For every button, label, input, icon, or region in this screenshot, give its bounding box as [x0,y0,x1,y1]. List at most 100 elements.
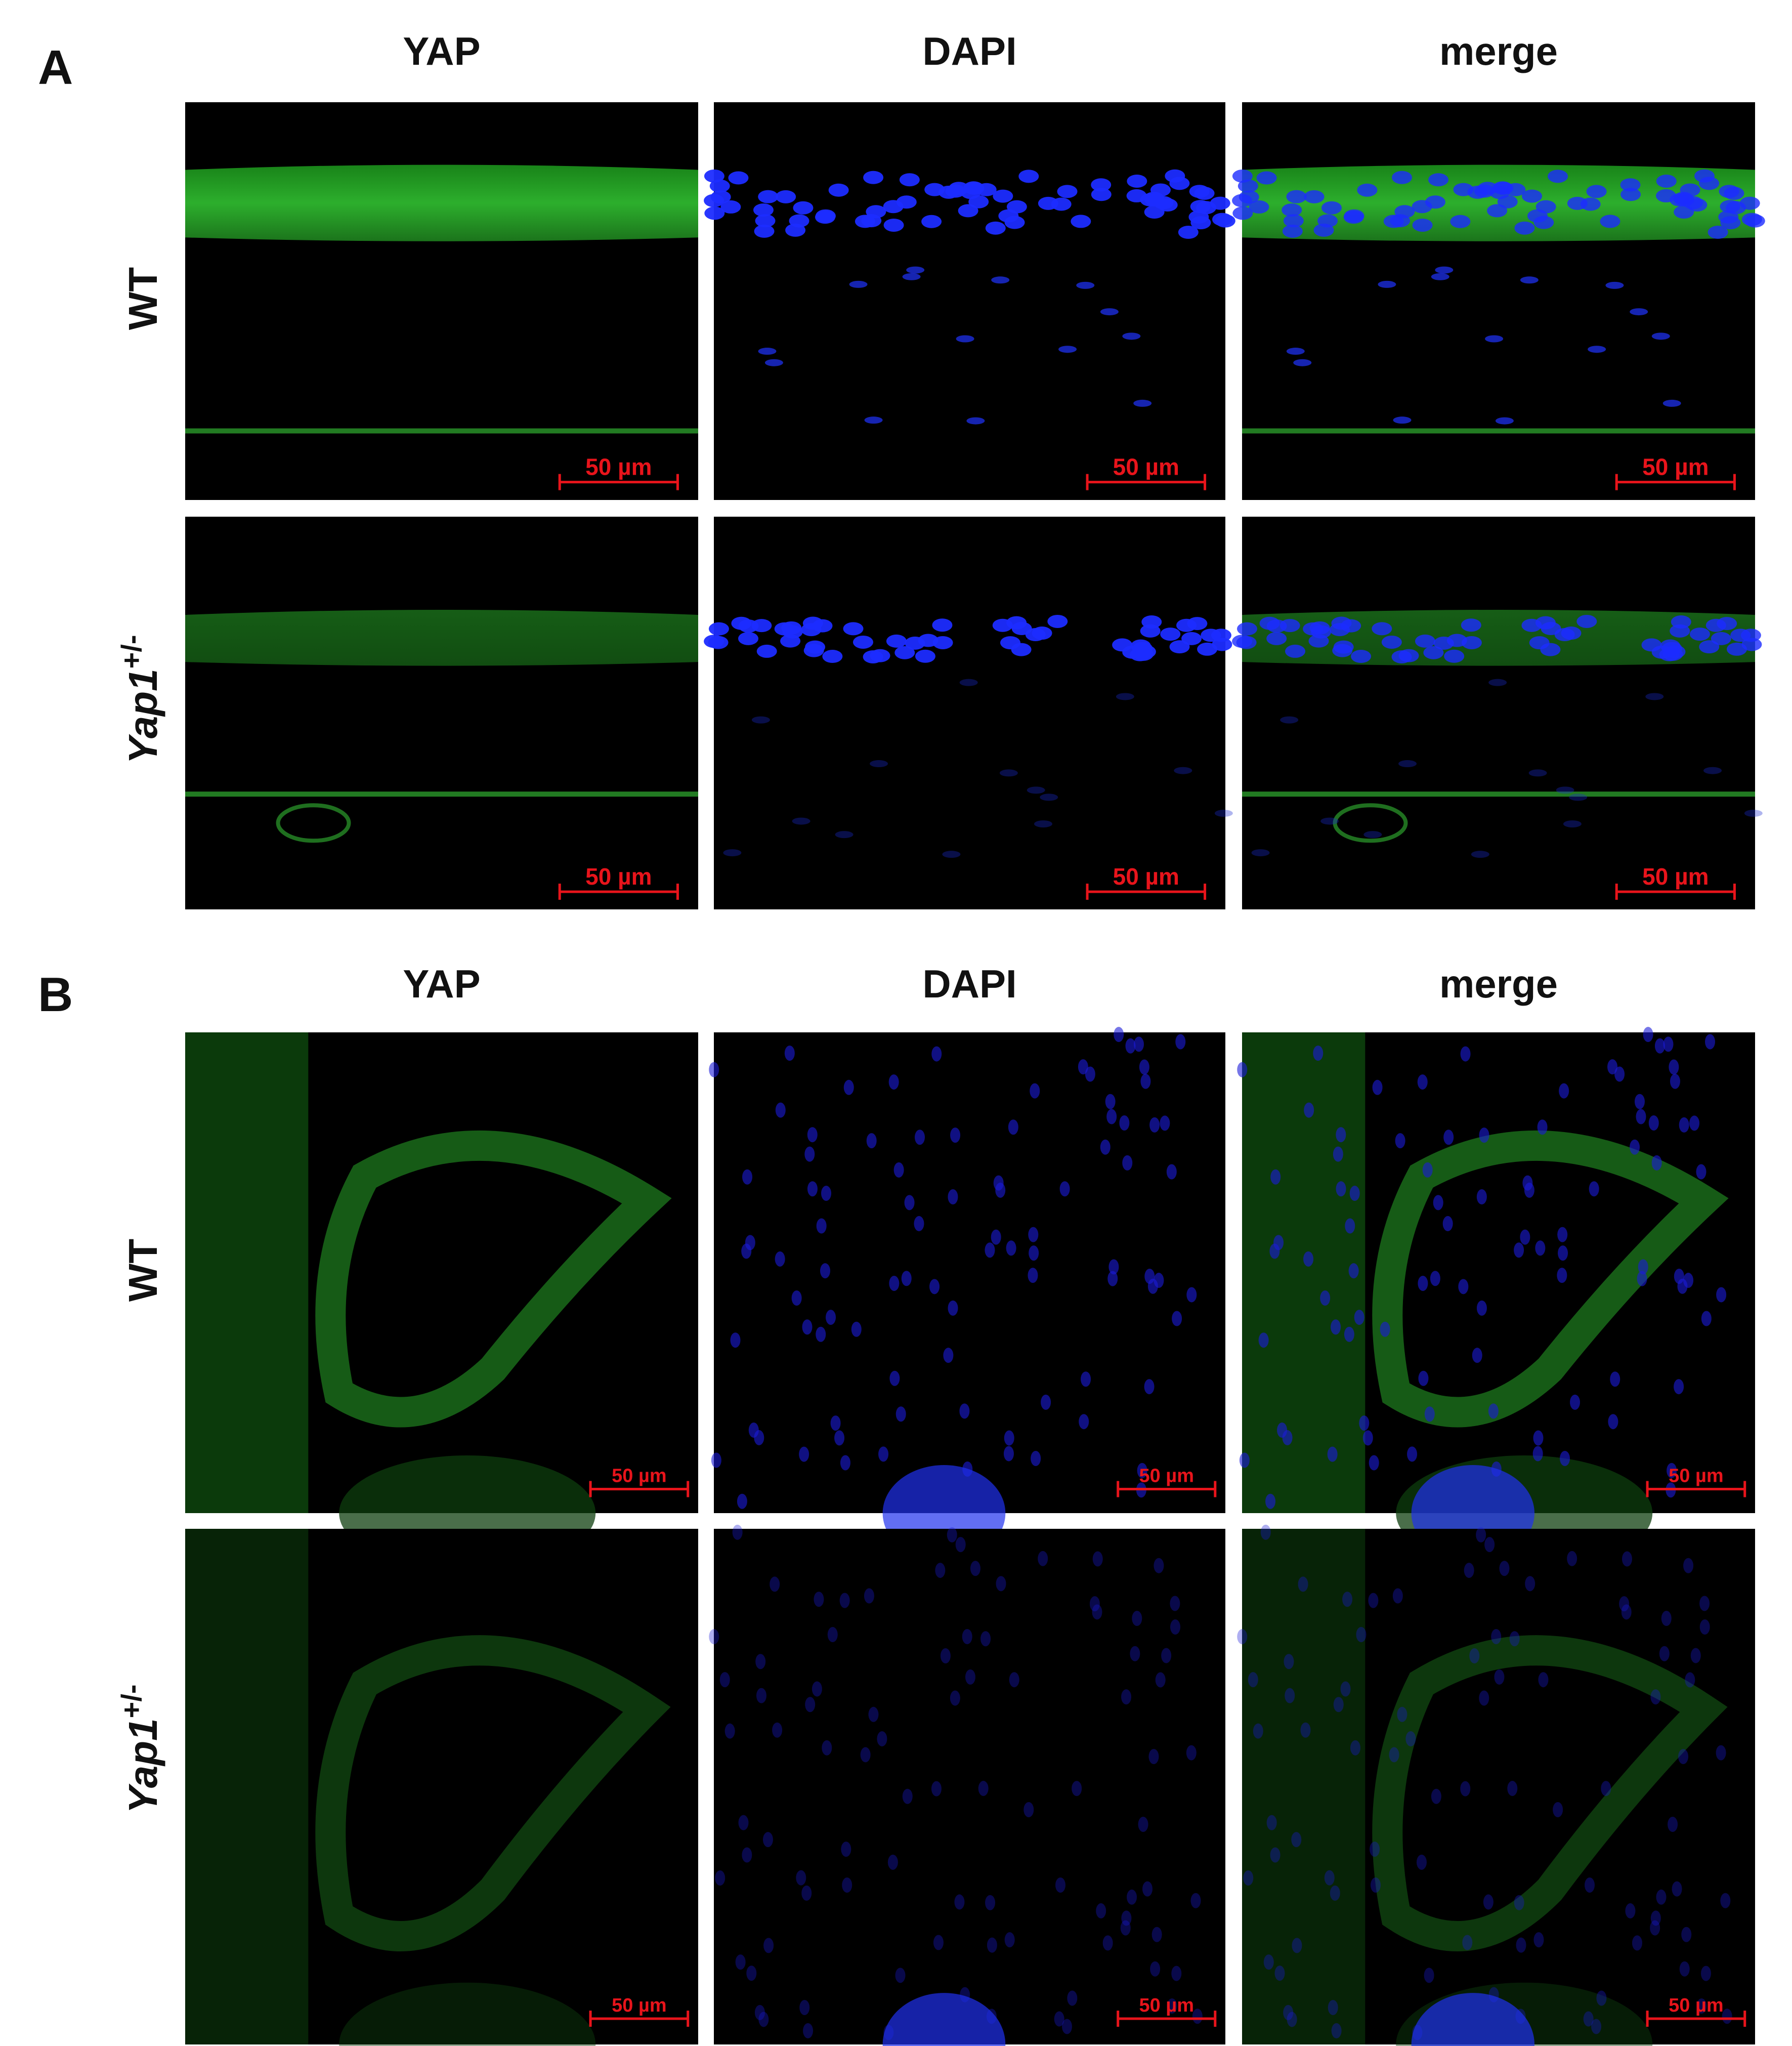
tissue-signal [315,1635,671,1951]
nucleus [906,266,925,274]
nucleus [1362,1430,1373,1446]
nucleus [775,1102,786,1118]
tissue-signal [1372,1635,1728,1951]
nucleus [956,335,974,343]
nucleus [754,224,775,238]
nucleus [1349,1186,1360,1201]
nucleus [1154,1558,1164,1573]
nucleus [1212,638,1232,651]
nucleus [1100,1139,1111,1155]
nucleus [1000,636,1020,650]
nucleus [1269,1243,1280,1259]
nucleus [704,169,724,183]
nucleus [1381,635,1402,649]
nucleus [807,1181,818,1197]
epithelium-signal [185,164,698,241]
nucleus [931,1046,942,1062]
nucleus [1425,195,1445,209]
nucleus [1683,1558,1694,1573]
nucleus [799,1999,810,2015]
nucleus [1557,1268,1567,1283]
nucleus [1058,346,1077,353]
image-background [714,1529,1225,2044]
nucleus [1717,617,1737,631]
nucleus [802,1319,813,1335]
nucleus [1393,416,1412,424]
nucleus [751,716,770,724]
nucleus [1214,810,1233,817]
nucleus [1119,1115,1130,1131]
nucleus [1357,183,1378,197]
nucleus [1151,1927,1162,1942]
nucleus [1659,1646,1670,1661]
scale-bar-label: 50 µm [612,1995,667,2016]
nucleus [1672,1881,1682,1897]
nucleus [1350,1740,1360,1756]
image-background [1242,517,1755,909]
nucleus [1460,1781,1471,1797]
nucleus [1363,831,1382,839]
nucleus [1476,1189,1487,1205]
nucleus [987,1937,997,1953]
nucleus [1283,214,1304,228]
nucleus [709,1062,719,1077]
nucleus [1464,1563,1474,1578]
scale-bar-label: 50 µm [1113,454,1179,480]
nucleus [738,632,759,645]
nucleus [1493,181,1514,195]
nucleus [852,635,873,649]
nucleus [932,636,953,649]
nucleus [843,1079,854,1095]
nucleus [929,1279,940,1295]
nucleus [715,1870,726,1886]
nucleus [753,203,774,217]
nucleus [1461,636,1482,649]
micrograph: 50 µm [704,517,1233,909]
nucleus [1258,1332,1269,1348]
nucleus [1047,614,1068,628]
nucleus [1004,1430,1014,1446]
nucleus [1610,1371,1620,1387]
nucleus [1576,614,1597,628]
nucleus [1270,1847,1281,1863]
nucleus [1699,1619,1710,1635]
nucleus [1567,1551,1577,1566]
nucleus [826,1310,836,1325]
nucleus [1654,1038,1665,1054]
nucleus [1630,1139,1640,1155]
nucleus [1054,2011,1064,2027]
nucleus [1232,206,1253,220]
nucleus [1291,1832,1302,1848]
image-background [714,1032,1225,1513]
nucleus [1169,640,1190,654]
nucleus [1424,1968,1434,1983]
nucleus [1430,1271,1440,1286]
nucleus [1144,1268,1155,1284]
nucleus [1059,1181,1070,1197]
nucleus [1106,1109,1117,1124]
scale-bar-label: 50 µm [1669,1995,1724,2016]
nucleus [985,1242,995,1258]
nucleus [1029,1245,1039,1261]
nucleus [1141,615,1162,629]
nucleus [1122,1155,1133,1171]
nucleus [1494,1669,1505,1685]
nucleus [754,2005,765,2020]
nucleus [1741,638,1762,651]
nucleus [1674,1379,1684,1395]
nucleus [1018,170,1039,183]
nucleus [1681,1927,1692,1942]
tissue-signal [185,1529,309,2044]
nucleus [1650,1689,1661,1705]
nucleus [1383,215,1404,228]
nucleus [1472,1348,1482,1363]
image-background [185,1529,698,2044]
nucleus [1027,786,1045,794]
nucleus [1559,1083,1569,1099]
nucleus [1251,849,1270,857]
nucleus [1321,201,1342,215]
nucleus [1034,820,1052,828]
nucleus [1282,1430,1293,1445]
nucleus [978,1781,989,1797]
nucleus [1398,760,1417,768]
